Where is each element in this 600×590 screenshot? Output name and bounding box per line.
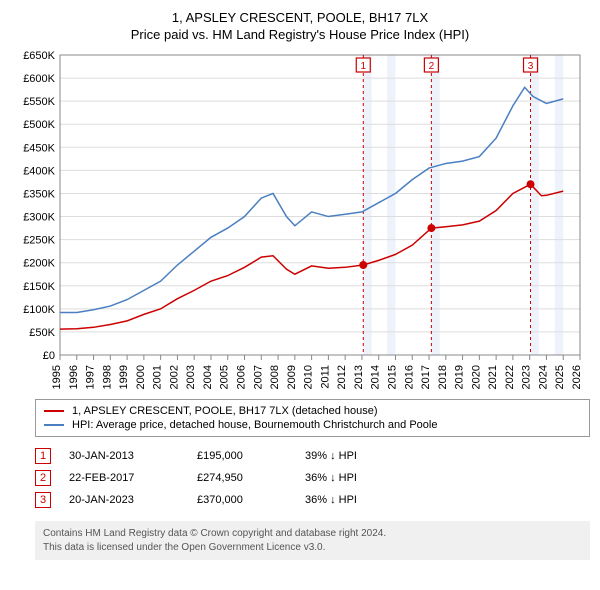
x-axis-label: 2018 (437, 365, 449, 389)
x-axis-label: 2011 (319, 365, 331, 389)
title-line2: Price paid vs. HM Land Registry's House … (10, 27, 590, 42)
y-axis-label: £600K (23, 73, 55, 85)
y-axis-label: £300K (23, 212, 55, 224)
highlight-band (387, 55, 395, 355)
legend-label: 1, APSLEY CRESCENT, POOLE, BH17 7LX (det… (72, 405, 378, 417)
legend-swatch (44, 424, 64, 426)
x-axis-label: 2009 (286, 365, 298, 389)
footer-line1: Contains HM Land Registry data © Crown c… (43, 527, 582, 541)
x-axis-label: 2005 (219, 365, 231, 389)
highlight-band (531, 55, 539, 355)
sale-diff: 36% ↓ HPI (305, 472, 415, 484)
legend-item: HPI: Average price, detached house, Bour… (44, 418, 581, 432)
x-axis-label: 2022 (504, 365, 516, 389)
x-axis-label: 2021 (487, 365, 499, 389)
legend-item: 1, APSLEY CRESCENT, POOLE, BH17 7LX (det… (44, 404, 581, 418)
legend-swatch (44, 410, 64, 412)
sale-point (359, 261, 367, 269)
x-axis-label: 2023 (521, 365, 533, 389)
x-axis-label: 1997 (85, 365, 97, 389)
x-axis-label: 2015 (386, 365, 398, 389)
sale-point (527, 180, 535, 188)
x-axis-label: 2017 (420, 365, 432, 389)
sale-point (427, 224, 435, 232)
sale-diff: 39% ↓ HPI (305, 450, 415, 462)
sales-table: 1 30-JAN-2013 £195,000 39% ↓ HPI 2 22-FEB-201… (35, 445, 590, 511)
sale-row: 1 30-JAN-2013 £195,000 39% ↓ HPI (35, 445, 590, 467)
sale-marker-label: 3 (528, 61, 534, 72)
x-axis-label: 2024 (537, 365, 549, 389)
footer-line2: This data is licensed under the Open Gov… (43, 541, 582, 555)
x-axis-label: 2004 (202, 365, 214, 389)
x-axis-label: 2020 (470, 365, 482, 389)
y-axis-label: £200K (23, 258, 55, 270)
x-axis-label: 2003 (185, 365, 197, 389)
x-axis-label: 2019 (454, 365, 466, 389)
sale-price: £195,000 (197, 450, 287, 462)
x-axis-label: 2007 (252, 365, 264, 389)
sale-row: 2 22-FEB-2017 £274,950 36% ↓ HPI (35, 467, 590, 489)
y-axis-label: £650K (23, 50, 55, 62)
y-axis-label: £550K (23, 96, 55, 108)
y-axis-label: £100K (23, 304, 55, 316)
x-axis-label: 2008 (269, 365, 281, 389)
x-axis-label: 1998 (101, 365, 113, 389)
x-axis-label: 2026 (571, 365, 583, 389)
y-axis-label: £150K (23, 281, 55, 293)
x-axis-label: 2010 (303, 365, 315, 389)
x-axis-label: 2001 (152, 365, 164, 389)
y-axis-label: £50K (29, 327, 55, 339)
sale-row: 3 20-JAN-2023 £370,000 36% ↓ HPI (35, 489, 590, 511)
x-axis-label: 2006 (236, 365, 248, 389)
sale-marker-label: 1 (360, 61, 366, 72)
y-axis-label: £350K (23, 188, 55, 200)
sale-row-marker: 2 (35, 470, 51, 486)
x-axis-label: 2012 (336, 365, 348, 389)
x-axis-label: 2014 (370, 365, 382, 389)
sale-date: 30-JAN-2013 (69, 450, 179, 462)
y-axis-label: £450K (23, 142, 55, 154)
price-chart: £0 £50K £100K £150K £200K £250K £300K £350K £400… (10, 50, 590, 395)
sale-row-marker: 1 (35, 448, 51, 464)
sale-diff: 36% ↓ HPI (305, 494, 415, 506)
y-axis-label: £0 (43, 350, 55, 362)
legend: 1, APSLEY CRESCENT, POOLE, BH17 7LX (det… (35, 399, 590, 437)
sale-price: £370,000 (197, 494, 287, 506)
sale-marker-label: 2 (429, 61, 435, 72)
x-axis-label: 2025 (554, 365, 566, 389)
highlight-band (431, 55, 439, 355)
sale-row-marker: 3 (35, 492, 51, 508)
y-axis-label: £400K (23, 165, 55, 177)
attribution-footer: Contains HM Land Registry data © Crown c… (35, 521, 590, 560)
x-axis-label: 2016 (403, 365, 415, 389)
y-axis-label: £250K (23, 235, 55, 247)
x-axis-label: 1995 (51, 365, 63, 389)
title-line1: 1, APSLEY CRESCENT, POOLE, BH17 7LX (10, 10, 590, 25)
x-axis-label: 1999 (118, 365, 130, 389)
y-axis-label: £500K (23, 119, 55, 131)
chart-title-block: 1, APSLEY CRESCENT, POOLE, BH17 7LX Pric… (10, 10, 590, 42)
sale-date: 20-JAN-2023 (69, 494, 179, 506)
chart-container: £0 £50K £100K £150K £200K £250K £300K £350K £400… (10, 50, 590, 395)
sale-date: 22-FEB-2017 (69, 472, 179, 484)
x-axis-label: 1996 (68, 365, 80, 389)
x-axis-label: 2002 (168, 365, 180, 389)
x-axis-label: 2000 (135, 365, 147, 389)
highlight-band (363, 55, 371, 355)
x-axis-label: 2013 (353, 365, 365, 389)
sale-price: £274,950 (197, 472, 287, 484)
legend-label: HPI: Average price, detached house, Bour… (72, 419, 437, 431)
